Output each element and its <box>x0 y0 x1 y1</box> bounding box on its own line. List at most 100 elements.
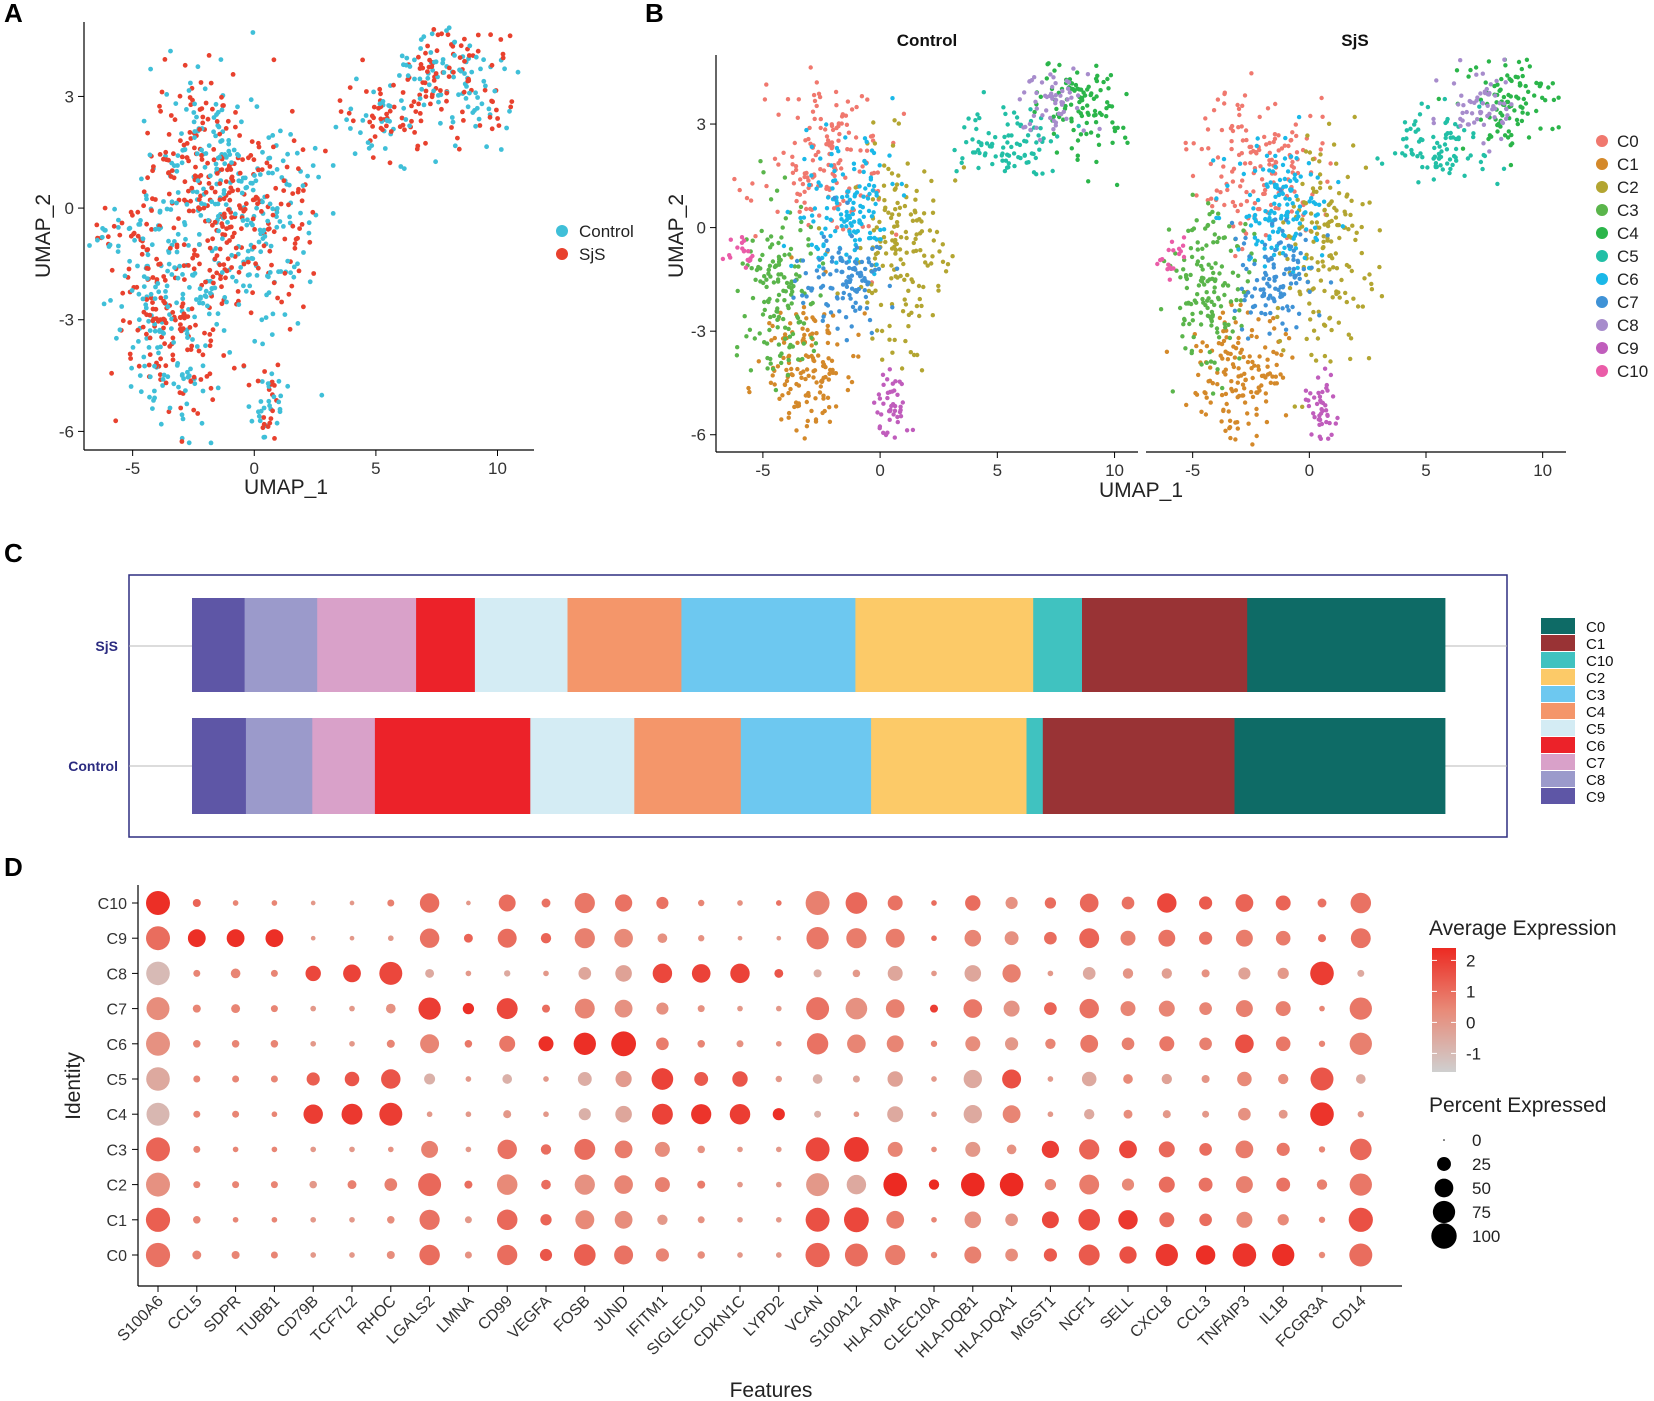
umap-point <box>1048 72 1053 77</box>
umap-point <box>142 363 148 369</box>
dot-c1-il1b <box>1277 1214 1289 1226</box>
umap-point <box>456 146 462 152</box>
umap-point <box>261 434 267 440</box>
dot-c6-cdkn1c <box>736 1040 744 1048</box>
umap-point <box>1482 90 1488 96</box>
umap-point <box>829 163 834 168</box>
dot-c8-s100a6 <box>146 961 170 986</box>
umap-point <box>227 197 233 203</box>
umap-point <box>805 418 810 424</box>
umap-point <box>186 243 191 248</box>
dot-c4-lgals2 <box>426 1111 433 1118</box>
panel-a-y-label: UMAP_2 <box>32 194 55 278</box>
umap-point <box>112 206 117 212</box>
dot-c5-ccl3 <box>1201 1074 1210 1084</box>
umap-point <box>256 140 261 146</box>
umap-point <box>761 170 766 175</box>
umap-point <box>310 209 316 215</box>
umap-point <box>197 286 203 292</box>
umap-point <box>1222 235 1228 240</box>
umap-point <box>821 362 827 367</box>
dot-c1-cd99 <box>496 1209 518 1231</box>
dot-c6-fosb <box>573 1032 596 1055</box>
umap-point <box>446 25 452 31</box>
dot-c6-ifitm1 <box>656 1037 669 1051</box>
stack-legend-swatch <box>1541 720 1575 736</box>
umap-point <box>170 357 176 363</box>
umap-point <box>1248 223 1254 228</box>
umap-point <box>1295 210 1300 215</box>
dot-c5-cd79b <box>306 1072 320 1086</box>
umap-point <box>241 363 247 369</box>
umap-point <box>801 310 806 316</box>
umap-point <box>775 325 780 330</box>
umap-point <box>1269 245 1274 250</box>
identity-tick-label: C5 <box>107 1072 128 1089</box>
umap-point <box>433 159 438 165</box>
umap-point <box>397 73 402 78</box>
umap-point <box>1294 325 1299 330</box>
umap-point <box>850 211 855 217</box>
size-legend-dot <box>1437 1157 1451 1171</box>
umap-point <box>887 337 892 342</box>
stack-legend-swatch <box>1541 788 1575 804</box>
dot-c4-vcan <box>814 1110 822 1118</box>
umap-point <box>857 237 862 242</box>
dot-c9-sell <box>1120 930 1136 946</box>
umap-point <box>145 276 150 281</box>
dot-c1-sell <box>1118 1210 1138 1230</box>
umap-point <box>803 376 808 382</box>
umap-point <box>465 78 471 84</box>
umap-point <box>879 412 884 417</box>
umap-point <box>1206 201 1211 206</box>
umap-point <box>770 323 775 329</box>
umap-point <box>964 140 969 145</box>
umap-point <box>1022 152 1027 158</box>
dot-c2-cd14 <box>1349 1173 1372 1196</box>
umap-point <box>473 90 478 96</box>
umap-point <box>1514 117 1520 123</box>
umap-point <box>198 296 203 301</box>
dot-c5-ncf1 <box>1081 1071 1097 1087</box>
umap-point <box>147 374 153 380</box>
umap-point <box>1319 421 1325 427</box>
umap-point <box>885 390 891 395</box>
umap-point <box>1238 298 1244 303</box>
umap-point <box>161 274 167 279</box>
umap-point <box>1505 73 1510 78</box>
umap-point <box>1248 144 1254 149</box>
umap-point <box>1377 264 1382 270</box>
umap-point <box>807 182 812 188</box>
umap-point <box>1188 246 1194 251</box>
umap-point <box>1245 336 1251 341</box>
umap-point <box>1294 216 1300 222</box>
umap-point <box>167 245 173 251</box>
umap-point <box>1488 82 1494 87</box>
umap-point <box>205 116 211 122</box>
umap-point <box>136 363 142 369</box>
dot-c5-fosb <box>577 1072 592 1086</box>
umap-point <box>1269 256 1275 262</box>
umap-point <box>776 112 781 117</box>
dot-c7-vcan <box>806 997 830 1021</box>
umap-point <box>181 263 187 269</box>
umap-point <box>1450 162 1455 168</box>
umap-point <box>890 212 895 217</box>
umap-point <box>843 113 849 118</box>
umap-point <box>117 327 123 333</box>
umap-point <box>250 290 256 296</box>
cluster-legend-label: C8 <box>1617 316 1639 335</box>
umap-point <box>1229 139 1234 144</box>
umap-point <box>143 302 149 308</box>
umap-point <box>809 343 814 348</box>
umap-point <box>190 255 196 261</box>
umap-point <box>1001 105 1006 110</box>
umap-point <box>1351 143 1356 148</box>
umap-point <box>200 114 206 120</box>
umap-point <box>409 103 414 109</box>
umap-point <box>94 222 100 228</box>
dot-c0-tubb1 <box>270 1251 278 1259</box>
umap-point <box>1207 314 1213 319</box>
dot-c10-tubb1 <box>271 900 278 906</box>
umap-point <box>109 267 115 273</box>
